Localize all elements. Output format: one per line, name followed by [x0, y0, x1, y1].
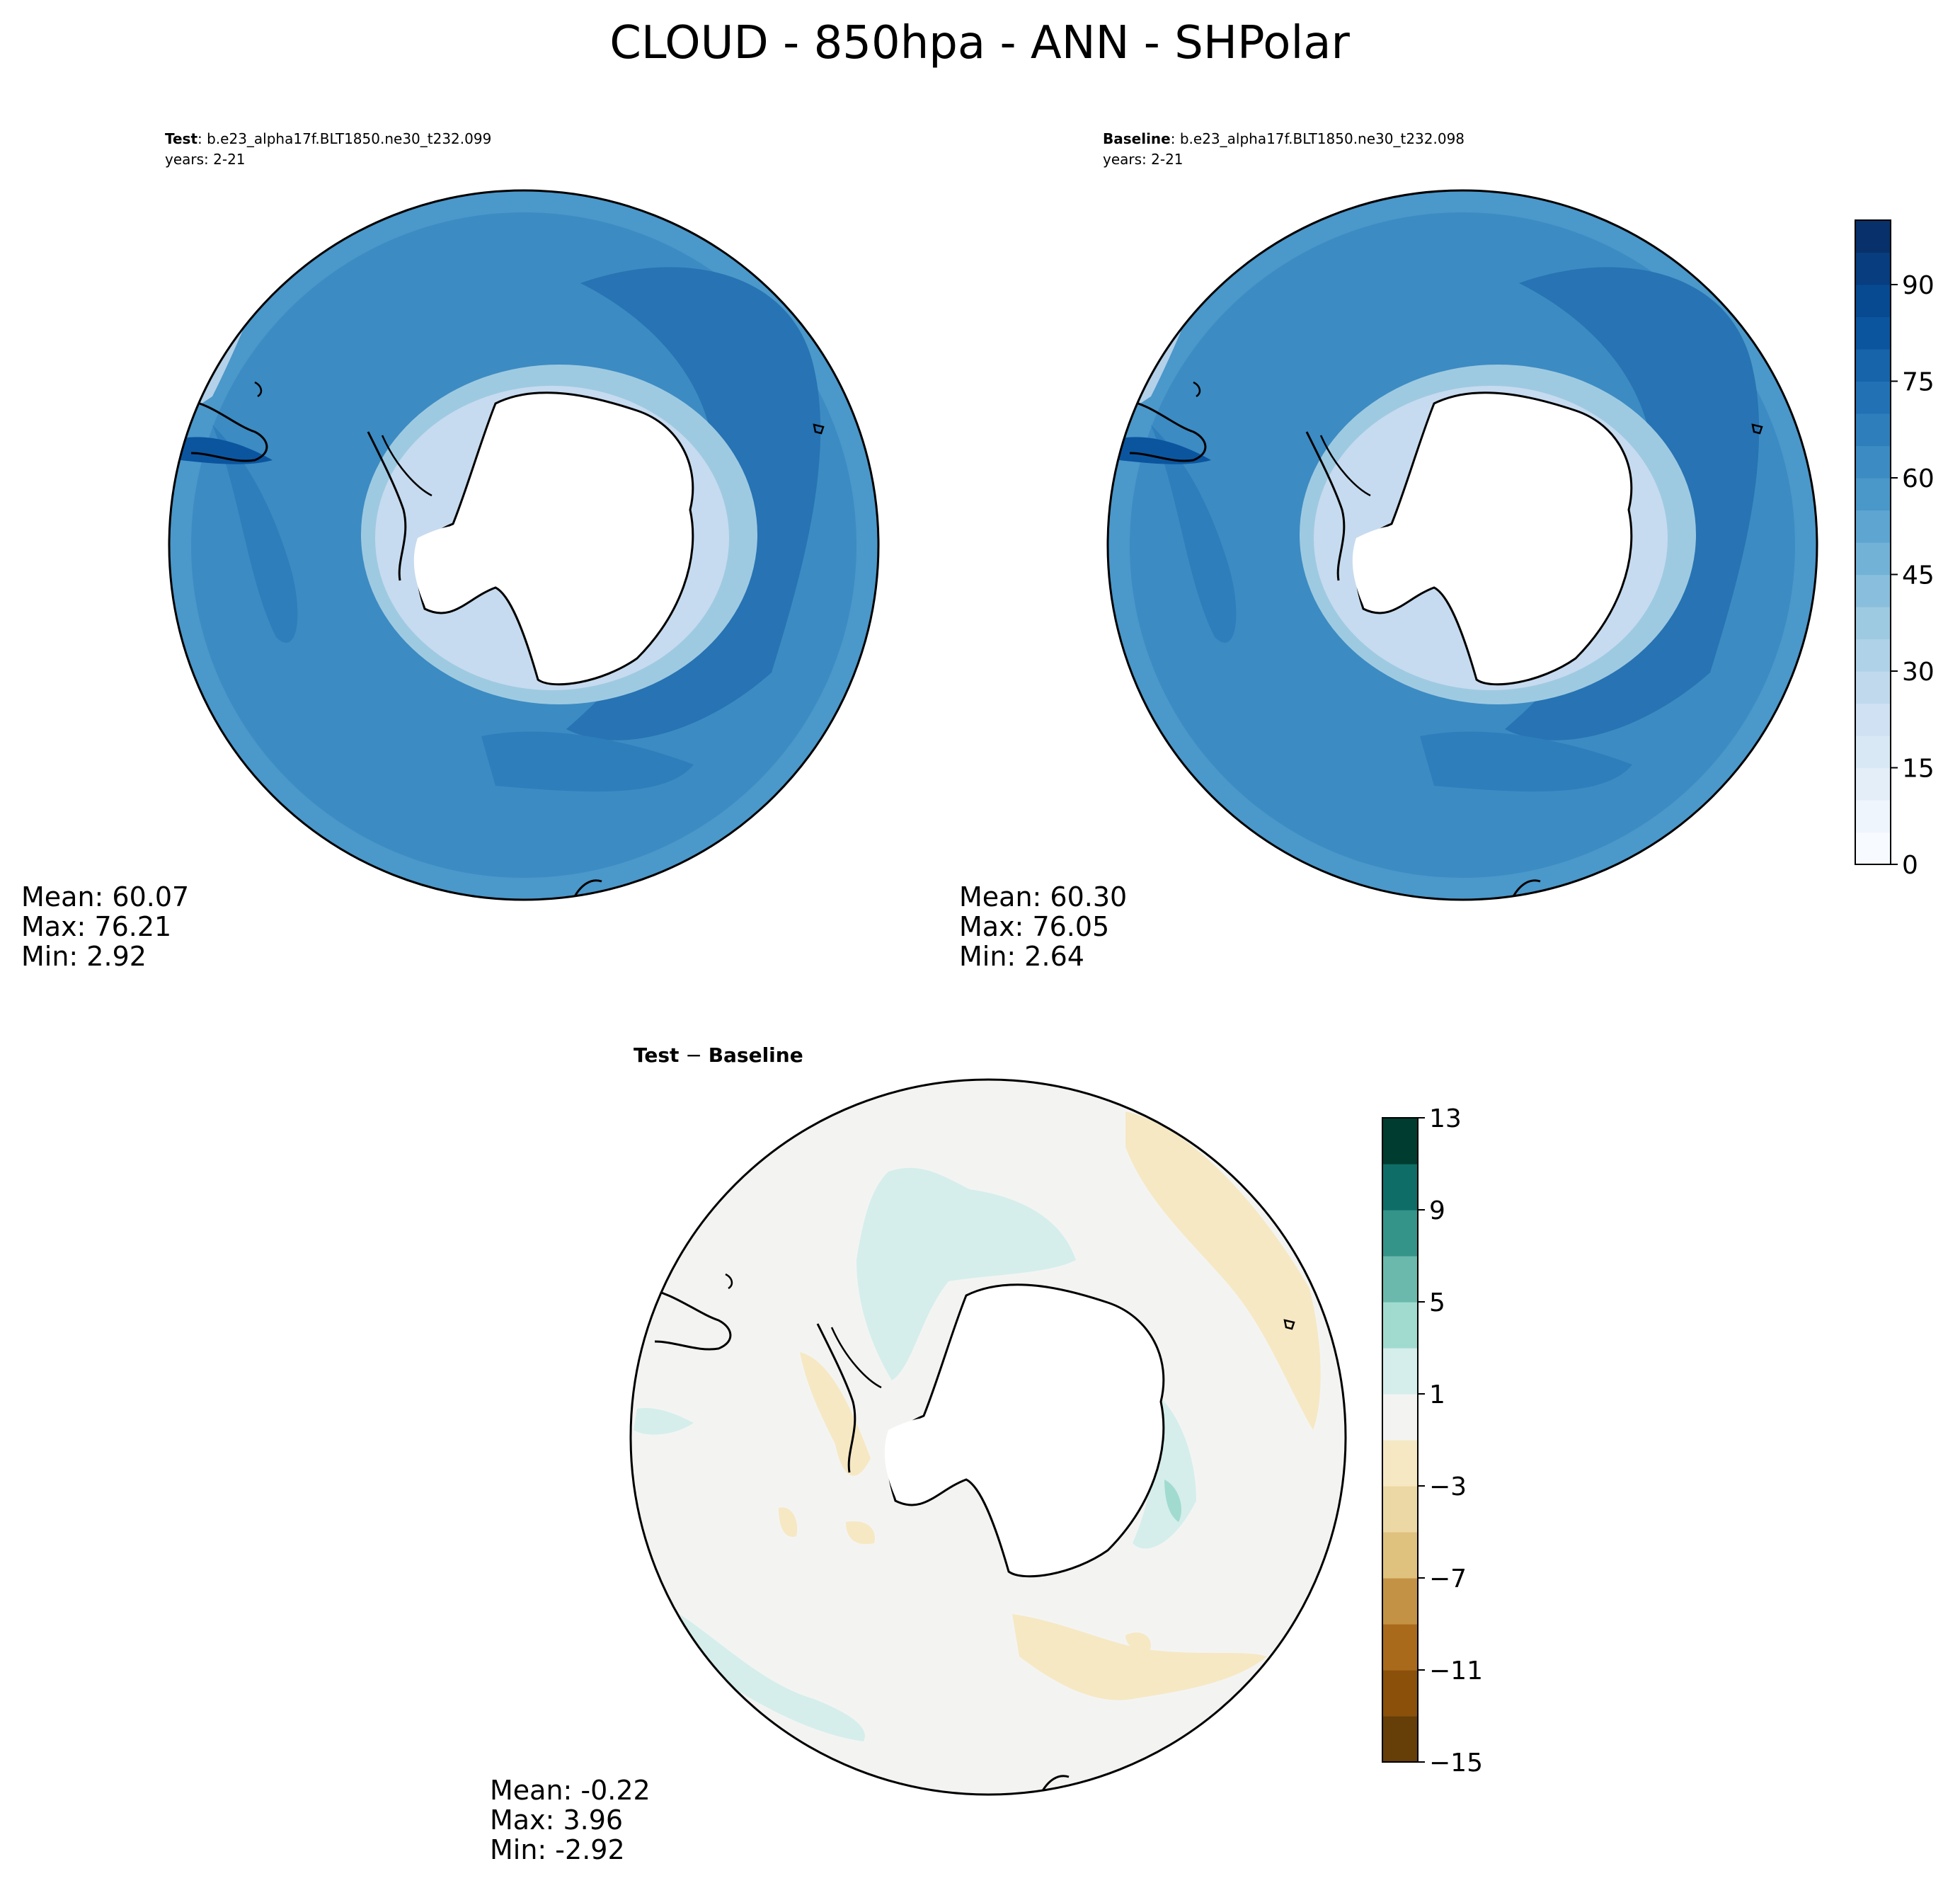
diff-colorbar-swatch: [1382, 1440, 1418, 1487]
baseline-min: Min: 2.64: [959, 941, 1084, 972]
figure-title: CLOUD - 850hpa - ANN - SHPolar: [609, 17, 1350, 69]
diff-mean: Mean: -0.22: [490, 1775, 651, 1806]
test-map: [169, 190, 878, 900]
test-map-boundary: [168, 189, 880, 901]
diff-colorbar-swatch: [1382, 1624, 1418, 1671]
test-max: Max: 76.21: [21, 911, 171, 942]
main-colorbar-swatch: [1855, 349, 1891, 382]
diff-map: [631, 1080, 1346, 1795]
baseline-case-name: : b.e23_alpha17f.BLT1850.ne30_t232.098: [1171, 130, 1465, 147]
main-colorbar: 0 15 30 45 60 75 90: [1855, 219, 1935, 880]
diff-label-sep: −: [679, 1043, 708, 1067]
baseline-south-america-tip: [1123, 399, 1207, 462]
main-colorbar-frame: [1855, 219, 1891, 865]
main-colorbar-tick-label: 15: [1902, 755, 1935, 784]
diff-colorbar-tick-label: 9: [1429, 1196, 1445, 1225]
diff-colorbar-swatch: [1382, 1578, 1418, 1625]
main-colorbar-swatch: [1855, 736, 1891, 769]
main-colorbar-swatch: [1855, 639, 1891, 672]
main-colorbar-swatch: [1855, 252, 1891, 285]
diff-colorbar-swatch: [1382, 1394, 1418, 1441]
diff-colorbar-tick-label: 5: [1429, 1288, 1445, 1317]
main-colorbar-tick-label: 45: [1902, 561, 1935, 590]
main-colorbar-tick-label: 75: [1902, 368, 1935, 397]
main-colorbar-swatch: [1855, 445, 1891, 479]
diff-colorbar-swatch: [1382, 1118, 1418, 1165]
diff-colorbar-tick-label: 13: [1429, 1104, 1462, 1133]
test-label: Test: [165, 130, 197, 147]
test-high-cloud-region: [566, 267, 821, 740]
diff-header: Test − Baseline: [634, 1043, 803, 1067]
test-antarctic-peninsula: [367, 431, 407, 581]
baseline-years: years: 2-21: [1103, 151, 1184, 168]
baseline-header: Baseline: b.e23_alpha17f.BLT1850.ne30_t2…: [1103, 130, 1465, 147]
main-colorbar-swatch: [1855, 767, 1891, 801]
main-colorbar-tick-label: 0: [1902, 851, 1918, 880]
diff-colorbar-swatch: [1382, 1348, 1418, 1395]
diff-label-baseline: Baseline: [709, 1043, 803, 1067]
diff-colorbar-swatch: [1382, 1670, 1418, 1717]
diff-label-test: Test: [634, 1043, 679, 1067]
baseline-map-boundary: [1106, 189, 1818, 901]
diff-antarctic-peninsula: [816, 1323, 856, 1473]
baseline-panel: Baseline: b.e23_alpha17f.BLT1850.ne30_t2…: [959, 130, 1818, 972]
test-south-america-tip: [185, 399, 268, 462]
main-colorbar-tick-label: 60: [1902, 464, 1935, 493]
diff-map-boundary: [629, 1078, 1347, 1796]
diff-min: Min: -2.92: [490, 1834, 625, 1865]
diff-colorbar-tick-label: −7: [1429, 1564, 1467, 1594]
baseline-mean: Mean: 60.30: [959, 881, 1127, 912]
diff-colorbar-swatch: [1382, 1716, 1418, 1763]
diff-colorbar-swatch: [1382, 1164, 1418, 1211]
diff-colorbar-tick-label: 1: [1429, 1380, 1445, 1409]
main-colorbar-swatch: [1855, 510, 1891, 543]
diff-colorbar-swatch: [1382, 1532, 1418, 1579]
diff-south-america-tip: [643, 1287, 732, 1351]
diff-colorbar-tick-label: −3: [1429, 1472, 1467, 1501]
diff-colorbar-tick-label: −11: [1429, 1657, 1483, 1686]
diff-negative-region-2: [1012, 1614, 1267, 1700]
test-mean: Mean: 60.07: [21, 881, 189, 912]
diff-colorbar-swatch: [1382, 1256, 1418, 1303]
diff-colorbar-swatch: [1382, 1210, 1418, 1257]
main-colorbar-swatch: [1855, 220, 1891, 253]
baseline-antarctic-peninsula: [1305, 431, 1346, 581]
baseline-map: [1108, 190, 1817, 900]
test-min: Min: 2.92: [21, 941, 147, 972]
main-colorbar-swatch: [1855, 671, 1891, 704]
test-header: Test: b.e23_alpha17f.BLT1850.ne30_t232.0…: [165, 130, 491, 147]
diff-max: Max: 3.96: [490, 1804, 623, 1836]
main-colorbar-swatch: [1855, 832, 1891, 865]
diff-panel: Test − Baseline Mean: -0.22 Ma: [490, 1043, 1347, 1865]
baseline-label: Baseline: [1103, 130, 1171, 147]
main-colorbar-swatch: [1855, 800, 1891, 833]
diff-negative-region-1: [1125, 1111, 1321, 1430]
main-colorbar-tick-label: 90: [1902, 271, 1935, 300]
diff-colorbar-swatch: [1382, 1302, 1418, 1349]
test-years: years: 2-21: [165, 151, 246, 168]
baseline-max: Max: 76.05: [959, 911, 1109, 942]
main-colorbar-tick-label: 30: [1902, 658, 1935, 687]
diff-positive-region-1: [856, 1167, 1076, 1380]
diff-colorbar: 13 9 5 1 −3 −7 −11 −15: [1382, 1104, 1483, 1778]
main-colorbar-swatch: [1855, 574, 1891, 607]
main-colorbar-swatch: [1855, 381, 1891, 414]
main-colorbar-swatch: [1855, 542, 1891, 576]
main-colorbar-swatch: [1855, 413, 1891, 447]
baseline-high-cloud-region: [1505, 267, 1760, 740]
diff-colorbar-frame: [1382, 1117, 1419, 1763]
main-colorbar-swatch: [1855, 478, 1891, 511]
main-colorbar-swatch: [1855, 316, 1891, 350]
diff-colorbar-tick-label: −15: [1429, 1749, 1483, 1778]
diff-colorbar-swatch: [1382, 1486, 1418, 1533]
main-colorbar-swatch: [1855, 703, 1891, 736]
main-colorbar-swatch: [1855, 285, 1891, 318]
test-panel: Test: b.e23_alpha17f.BLT1850.ne30_t232.0…: [21, 130, 880, 972]
main-colorbar-swatch: [1855, 607, 1891, 640]
test-case-name: : b.e23_alpha17f.BLT1850.ne30_t232.099: [197, 130, 491, 147]
